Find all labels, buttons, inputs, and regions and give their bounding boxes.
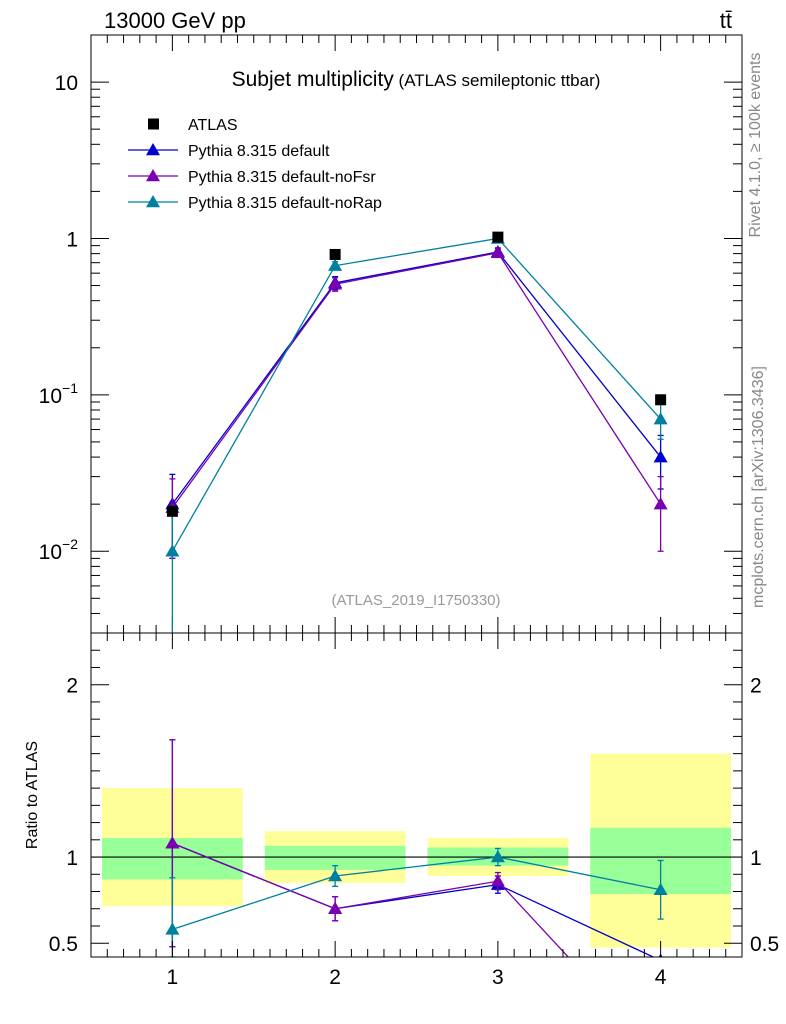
- ratio-line-noRap: [172, 856, 661, 931]
- point-noRap: [328, 258, 343, 271]
- x-tick-label: 1: [167, 966, 179, 989]
- point-atlas: [655, 394, 667, 406]
- ratio-point-noRap: [653, 882, 668, 896]
- header-left-title: 13000 GeV pp: [104, 8, 246, 33]
- legend-marker-noFsr: [146, 169, 160, 182]
- y-tick-label: 10−2: [39, 536, 79, 564]
- main-panel: 10 1 10−1 10−2 Subjet multiplicity (ATLAS se…: [39, 34, 743, 634]
- point-atlas: [166, 505, 178, 517]
- point-noRap: [165, 544, 180, 557]
- point-noRap: [653, 412, 668, 425]
- ratio-point-noFsr: [165, 836, 180, 849]
- ratio-point-noFsr: [328, 901, 343, 914]
- y-tick-label: 1: [66, 228, 78, 251]
- chart-title: Subjet multiplicity (ATLAS semileptonic …: [232, 68, 601, 91]
- series-line-noFsr: [171, 252, 662, 509]
- ratio-point-noRap: [490, 850, 505, 863]
- ratio-ylabel: Ratio to ATLAS: [24, 741, 41, 849]
- ratio-panel: 2 2 1 1 0.5 0.5 1 2 3 4: [49, 632, 779, 989]
- analysis-id: (ATLAS_2019_I1750330): [331, 592, 500, 609]
- mcplots-label: mcplots.cern.ch [arXiv:1306.3436]: [750, 366, 767, 608]
- legend-marker-default: [146, 143, 160, 156]
- point-atlas: [329, 248, 341, 260]
- x-tick-label: 4: [655, 966, 667, 989]
- series-line-default: [171, 251, 662, 505]
- point-default: [653, 450, 668, 463]
- x-tick-label: 2: [329, 966, 341, 989]
- y-tick-label: 10: [55, 72, 78, 95]
- ratio-y-tick-label-right: 2: [750, 675, 762, 698]
- header-right-title: tt̄: [720, 8, 732, 33]
- ratio-y-tick-label-right: 0.5: [750, 933, 779, 956]
- series-line-noRap: [171, 237, 662, 552]
- legend-label-default: Pythia 8.315 default: [188, 143, 330, 160]
- ratio-line-noFsr: [172, 842, 570, 957]
- ratio-point-noRap: [165, 922, 180, 935]
- ratio-y-tick-label-right: 1: [750, 847, 762, 870]
- legend-label-noRap: Pythia 8.315 default-noRap: [188, 195, 382, 212]
- y-tick-label: 10−1: [39, 380, 79, 408]
- legend-label-atlas: ATLAS: [188, 117, 238, 134]
- ratio-series-group: [165, 739, 668, 957]
- ratio-line-default: [172, 842, 655, 957]
- x-tick-label: 3: [492, 966, 504, 989]
- ratio-y-tick-label-left: 1: [66, 847, 78, 870]
- ratio-y-tick-label-left: 0.5: [49, 933, 78, 956]
- legend-marker-noRap: [146, 195, 160, 208]
- ratio-y-tick-label-left: 2: [66, 675, 78, 698]
- point-noFsr: [653, 497, 668, 510]
- rivet-label: Rivet 4.1.0, ≥ 100k events: [747, 53, 764, 238]
- ratio-point-noRap: [328, 869, 343, 882]
- legend-marker-atlas: [148, 118, 159, 130]
- ratio-point-noFsr: [490, 874, 505, 887]
- point-noFsr: [328, 277, 343, 290]
- point-noFsr: [490, 245, 505, 259]
- legend-label-noFsr: Pythia 8.315 default-noFsr: [188, 169, 376, 186]
- point-atlas: [492, 231, 504, 243]
